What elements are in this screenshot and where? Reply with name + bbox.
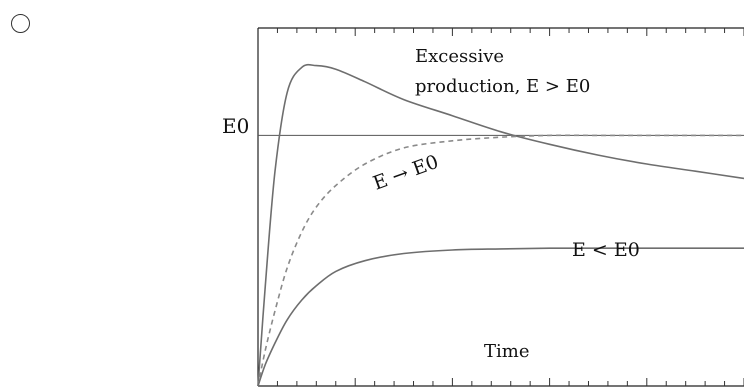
e0-label: E0 — [222, 114, 249, 138]
axis-ticks — [276, 28, 744, 386]
series-below-e0-line — [257, 247, 744, 387]
option-radio-button[interactable] — [11, 14, 30, 33]
series-approach-dashed-line — [257, 134, 744, 387]
annotation-excessive-production: production, E > E0 — [415, 76, 590, 97]
annotation-below: E < E0 — [572, 239, 640, 261]
annotation-approach: E → E0 — [370, 151, 441, 195]
x-axis-label: Time — [484, 341, 529, 362]
annotation-excessive: Excessive — [415, 46, 504, 67]
series-excessive-production-line — [257, 63, 744, 387]
